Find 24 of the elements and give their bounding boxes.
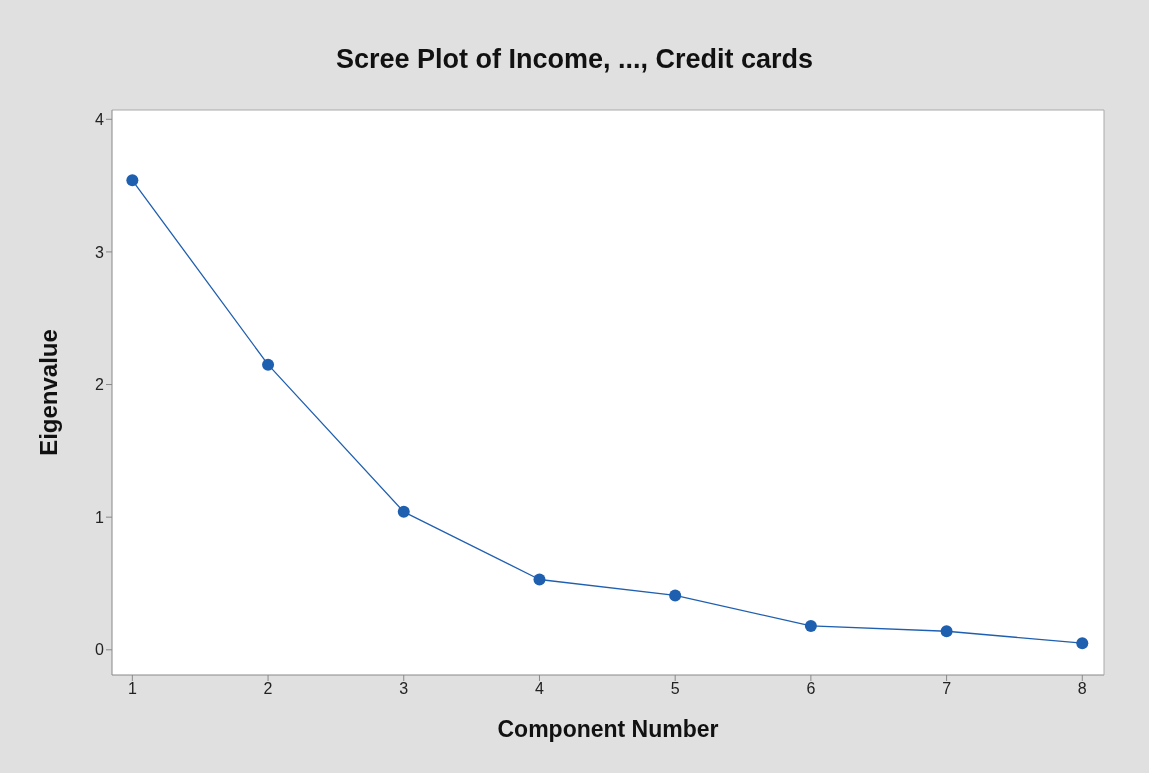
y-tick-label: 0 (95, 641, 105, 659)
x-tick-label: 1 (127, 680, 137, 698)
point (262, 358, 275, 371)
point (804, 619, 817, 632)
x-axis-title: Component Number (497, 716, 719, 742)
x-tick-label: 8 (1077, 680, 1087, 698)
chart-title: Scree Plot of Income, ..., Credit cards (334, 44, 815, 75)
y-axis-title: Eigenvalue (34, 329, 62, 456)
x-tick-label: 5 (670, 680, 680, 698)
y-tick-label: 2 (95, 376, 105, 394)
point (669, 589, 682, 602)
point (940, 625, 953, 638)
x-tick-label: 3 (399, 680, 409, 698)
point (397, 505, 410, 518)
y-tick-label: 1 (95, 508, 105, 526)
point (533, 573, 546, 586)
x-tick-label: 2 (263, 680, 273, 698)
point (126, 174, 139, 187)
x-tick-label: 4 (535, 680, 545, 698)
point (1076, 637, 1089, 650)
y-tick-label: 4 (95, 110, 105, 128)
x-tick-label: 7 (942, 680, 952, 698)
x-tick-label: 6 (806, 680, 816, 698)
y-tick-label: 3 (95, 243, 105, 261)
